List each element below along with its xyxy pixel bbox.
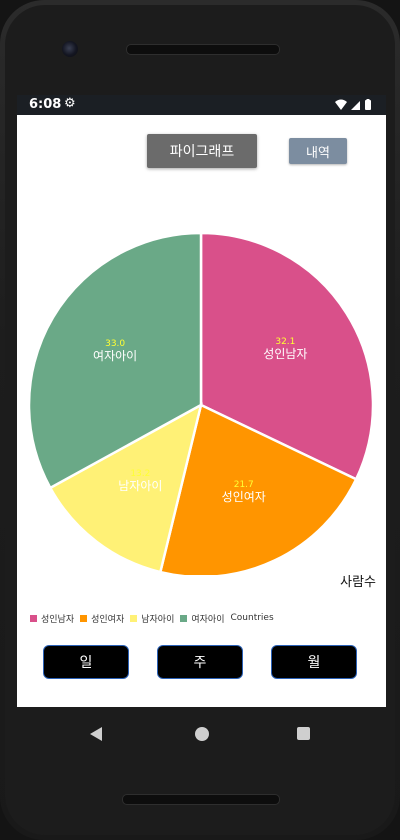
pie-value-label-3: 33.0 [105,339,125,349]
recent-apps-icon[interactable] [297,727,310,740]
status-bar: 6:08 ⚙ [17,95,386,115]
legend-swatch [130,614,138,622]
legend-label: 여자아이 [191,614,225,625]
battery-icon [365,100,371,110]
pie-category-label-3: 여자아이 [93,349,137,363]
pie-value-label-0: 32.1 [275,337,295,347]
legend-swatch [80,614,88,622]
status-icons [334,99,374,111]
pie-chart[interactable]: 32.1 성인남자 21.7 성인여자 13.2 남자아이 33.0 여자아이 [17,215,386,579]
home-icon[interactable] [195,727,209,741]
legend-item[interactable]: 여자아이 [180,612,225,625]
device-screen: 6:08 ⚙ 파이그래프 내역 32.1 성인남자 21.7 성인여자 13.2 남자아이… [17,95,386,763]
chart-description: 사람수 [340,575,376,590]
pie-value-label-1: 21.7 [234,480,254,490]
wifi-icon [335,99,347,110]
pie-slice-0[interactable] [199,231,375,481]
pie-value-label-2: 13.2 [130,469,150,479]
legend-swatch [30,614,37,622]
legend-dataset-label: Countries [230,613,274,623]
legend-item[interactable]: 남자아이 [130,612,174,625]
status-time: 6:08 [29,97,62,112]
history-button[interactable]: 내역 [289,138,347,164]
pie-category-label-0: 성인남자 [263,347,307,361]
back-icon[interactable] [90,727,102,741]
earpiece-speaker [126,44,280,55]
legend-label: 성인여자 [91,614,125,625]
app-content: 파이그래프 내역 32.1 성인남자 21.7 성인여자 13.2 남자아이 33.0 여자아… [17,115,386,707]
signal-icon [351,101,360,110]
pie-slice-2[interactable] [48,402,203,574]
day-button[interactable]: 일 [43,645,129,679]
gear-icon: ⚙ [64,96,76,111]
legend-item[interactable]: 성인여자 [80,612,124,625]
pie-category-label-1: 성인여자 [222,490,266,504]
legend-label: 성인남자 [41,614,75,625]
legend-swatch [180,614,188,622]
pie-slice-3[interactable] [27,231,203,490]
navigation-bar [17,707,386,763]
pie-category-label-2: 남자아이 [118,479,162,493]
legend-label: 남자아이 [141,614,175,625]
chart-legend: 성인남자 성인여자 남자아이 여자아이 Countries [30,611,274,625]
legend-item[interactable]: 성인남자 [30,612,74,625]
week-button[interactable]: 주 [157,645,243,679]
pie-graph-button[interactable]: 파이그래프 [147,134,257,168]
front-camera [62,41,78,57]
month-button[interactable]: 월 [271,645,357,679]
bottom-speaker [122,794,280,805]
